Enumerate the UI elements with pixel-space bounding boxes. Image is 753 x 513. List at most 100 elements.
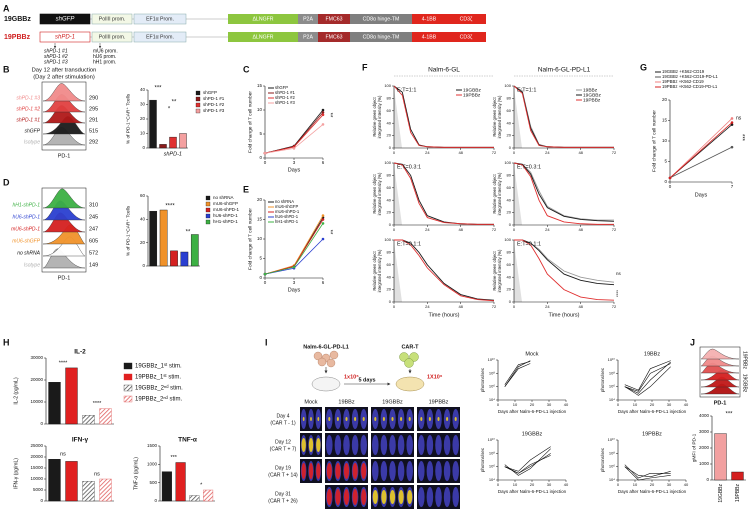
signal xyxy=(343,489,350,505)
y-tick-label: 10⁸ xyxy=(489,450,495,455)
point xyxy=(321,214,325,217)
y-tick-label: 1000 xyxy=(699,461,710,466)
signal xyxy=(335,463,341,479)
promoter-label: mU6 prom. xyxy=(93,48,118,54)
legend-label: shPD-1 #3 xyxy=(275,100,295,105)
significance: * xyxy=(200,482,203,488)
histogram-frame xyxy=(699,346,741,398)
x-tick-label: 48 xyxy=(578,227,583,232)
sample-label: Isotype xyxy=(24,139,40,145)
point xyxy=(321,237,325,241)
series-line xyxy=(504,360,531,387)
x-axis-label: PD-1 xyxy=(714,400,727,406)
point xyxy=(730,121,734,124)
series-line xyxy=(624,360,671,391)
y-tick-label: 10⁴ xyxy=(489,397,495,402)
point xyxy=(321,108,325,112)
mouse-image xyxy=(435,435,442,455)
y-axis-label: integrated intensity (%) xyxy=(377,95,382,138)
series-line xyxy=(504,448,551,476)
y-axis-label: Fold change of T cell number xyxy=(247,208,253,270)
y-tick-label: 0 xyxy=(40,421,43,426)
y-tick-label: 10⁴ xyxy=(489,477,495,482)
signal xyxy=(301,463,306,479)
y-tick-label: 60 xyxy=(507,108,512,113)
significance: *** xyxy=(154,86,162,92)
x-tick-label: 40 xyxy=(564,482,569,487)
mouse-image xyxy=(372,435,379,455)
y-tick-label: 10000 xyxy=(30,476,43,481)
x-tick-label: 7 xyxy=(731,184,734,189)
signal xyxy=(326,489,332,505)
point xyxy=(263,151,267,155)
y-tick-label: 0 xyxy=(509,145,512,150)
panel-label: H xyxy=(3,337,10,347)
y-axis-label: photons/sec xyxy=(480,367,485,392)
x-tick-label: 30 xyxy=(667,482,672,487)
cassette-box xyxy=(412,32,446,42)
plot-title: E:T=1:1 xyxy=(397,87,416,93)
legend-label: 19GBBz xyxy=(583,92,601,98)
mouse-image xyxy=(360,435,367,455)
x-axis-label: Days xyxy=(288,167,301,173)
timepoint-label: (CAR T - 1) xyxy=(270,420,296,426)
significance: **** xyxy=(614,290,619,297)
y-tick-label: 10⁶ xyxy=(609,384,615,389)
y-tick-label: 10⁴ xyxy=(609,477,615,482)
mfi-value: 290 xyxy=(89,95,98,101)
group-label: 19BBz xyxy=(338,399,354,405)
chart-title: 19PBBz xyxy=(642,431,662,437)
y-tick-label: 10¹⁰ xyxy=(488,357,496,362)
shrna-label: shPD-1 #1 xyxy=(44,48,68,54)
panel-label: C xyxy=(243,64,250,74)
chart-title: IFN-γ xyxy=(72,437,89,444)
signal xyxy=(308,463,314,479)
mouse-image xyxy=(426,487,434,507)
y-tick-label: 0 xyxy=(509,299,512,304)
cassette-box xyxy=(133,31,187,43)
legend-label: 19GBBz_1ˢᵗ stim. xyxy=(135,363,182,370)
promoter-label: hH1 prom. xyxy=(93,59,116,65)
mouse-image xyxy=(452,487,459,507)
y-tick-label: 40 xyxy=(387,197,392,202)
sample-label: shGFP xyxy=(24,128,40,134)
x-tick-label: 40 xyxy=(564,402,569,407)
series-line xyxy=(393,85,494,148)
mouse-image xyxy=(406,435,413,455)
x-tick-label: 0 xyxy=(497,482,500,487)
x-tick-label: 20 xyxy=(530,482,535,487)
chart-title: TNF-α xyxy=(178,437,197,444)
signal xyxy=(343,463,350,479)
y-tick-label: 3000 xyxy=(699,429,710,434)
legend-swatch xyxy=(195,102,201,108)
y-axis-label: Relative green object xyxy=(372,250,377,290)
timepoint-label: Day 31 xyxy=(275,491,291,497)
cassette-box xyxy=(446,14,486,24)
cassette-label: FMC63 xyxy=(325,16,342,22)
group-label: 19GBBz xyxy=(382,399,403,405)
legend-label: shPD-1 #2 xyxy=(203,102,225,107)
y-tick-label: 20 xyxy=(387,133,392,138)
panel-label: I xyxy=(265,337,268,347)
y-tick-label: 60 xyxy=(140,193,146,198)
legend-label: hH1-shPD-1 xyxy=(213,219,238,224)
y-tick-label: 0 xyxy=(389,222,392,227)
y-tick-label: 60 xyxy=(507,185,512,190)
y-tick-label: 5 xyxy=(259,131,262,136)
sample-label: mU6-shPD-1 xyxy=(11,226,40,232)
legend-swatch xyxy=(123,384,133,392)
x-tick-label: 40 xyxy=(684,482,689,487)
cassette-box xyxy=(350,14,412,24)
y-tick-label: 20 xyxy=(140,116,146,121)
legend-label: 19GBBz xyxy=(463,87,481,93)
y-tick-label: 40 xyxy=(507,120,512,125)
y-tick-label: 10⁸ xyxy=(489,370,495,375)
legend-label: 19BBz xyxy=(583,87,598,93)
sample-label: 19PBBz xyxy=(742,351,748,370)
mouse-image xyxy=(334,435,342,455)
y-tick-label: 4000 xyxy=(699,413,710,418)
x-axis-label: PD-1 xyxy=(58,275,71,281)
bar xyxy=(190,234,199,267)
y-tick-label: 20 xyxy=(140,240,146,245)
series-line xyxy=(624,366,671,396)
